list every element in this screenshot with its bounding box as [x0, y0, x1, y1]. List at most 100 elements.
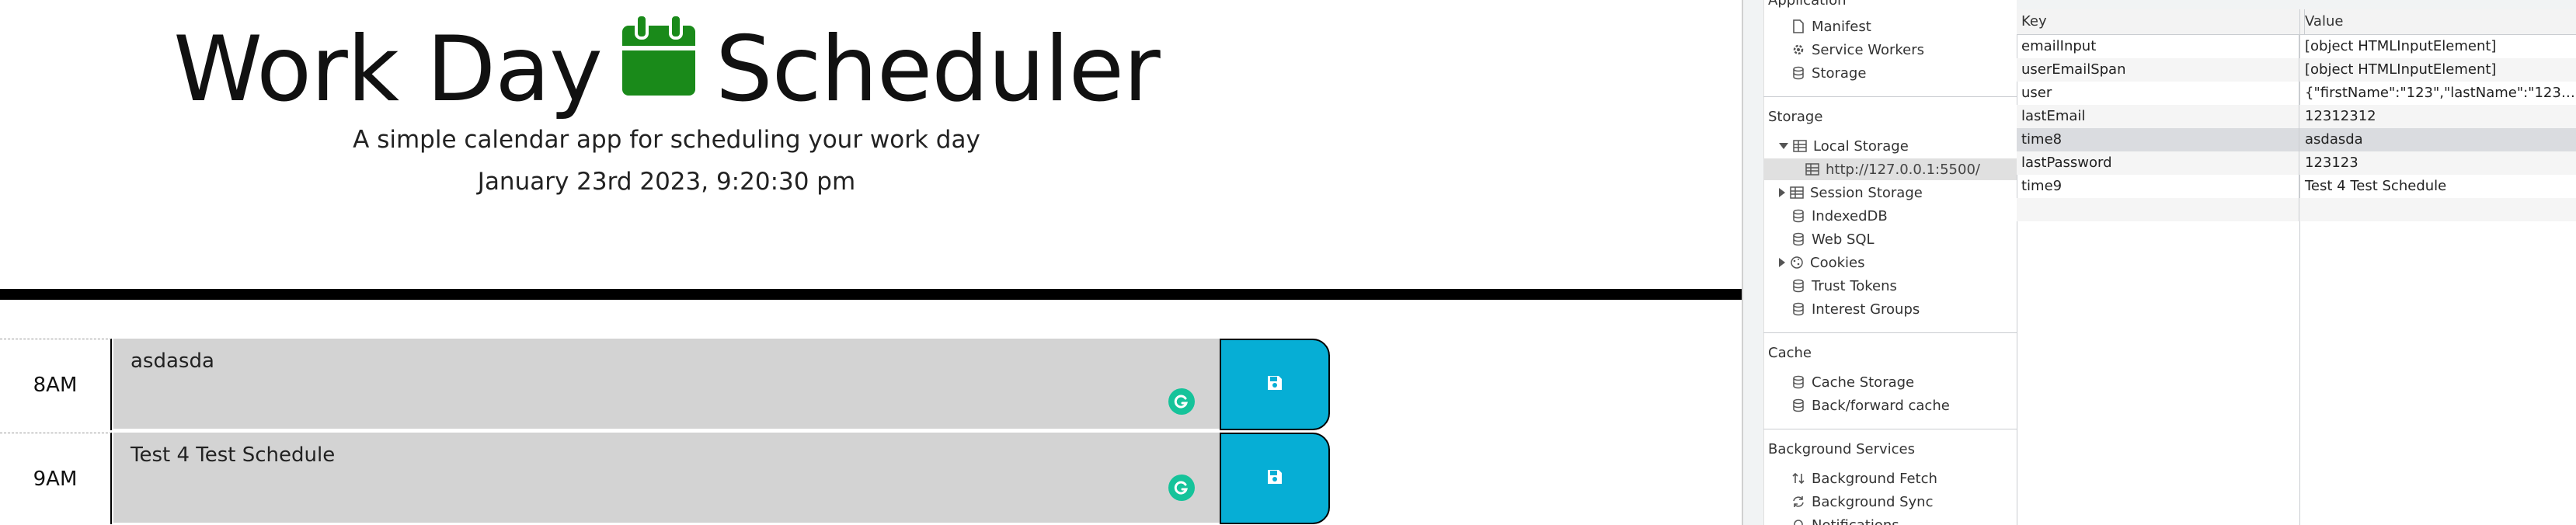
expand-arrow-icon[interactable] [1779, 143, 1788, 149]
expand-arrow-icon[interactable] [1779, 188, 1785, 197]
up-down-arrows-icon [1791, 471, 1805, 485]
sidebar-item-label: Session Storage [1810, 184, 1923, 201]
section-header-cache: Cache [1768, 345, 1812, 361]
table-row[interactable]: emailInput [object HTMLInputElement] [2017, 35, 2576, 58]
sidebar-item-cookies[interactable]: Cookies [1779, 252, 1864, 273]
sidebar-item-label: http://127.0.0.1:5500/ [1826, 161, 1980, 178]
sidebar-item-background-sync[interactable]: Background Sync [1791, 491, 1934, 513]
section-divider [1763, 332, 2017, 333]
sidebar-item-label: Interest Groups [1812, 301, 1920, 318]
current-date: January 23rd 2023, 9:20:30 pm [477, 168, 856, 196]
table-row-selected[interactable]: time8 asdasda [2017, 128, 2576, 151]
sidebar-item-cache-storage[interactable]: Cache Storage [1791, 371, 1914, 393]
database-icon [1791, 66, 1805, 80]
table-icon [1793, 139, 1807, 153]
description-text: asdasda [131, 349, 214, 373]
sidebar-item-background-fetch[interactable]: Background Fetch [1791, 468, 1937, 489]
table-row[interactable]: lastEmail 12312312 [2017, 105, 2576, 128]
table-icon [1790, 186, 1804, 200]
scheduler-page: Work Day Scheduler A simple calendar app… [0, 12, 1742, 524]
description-text: Test 4 Test Schedule [131, 443, 336, 467]
sidebar-item-label: Web SQL [1812, 231, 1875, 248]
sidebar-item-service-workers[interactable]: Service Workers [1791, 39, 1924, 61]
expand-arrow-icon[interactable] [1779, 258, 1785, 267]
sidebar-item-label: Manifest [1812, 18, 1871, 35]
column-header-key[interactable]: Key [2017, 9, 2305, 34]
section-header-application: Application [1768, 0, 1847, 9]
description-textarea[interactable]: Test 4 Test Schedule [113, 433, 1220, 524]
row-value: {"firstName":"123","lastName":"123","ema… [2305, 85, 2576, 101]
grammarly-icon[interactable] [1168, 388, 1195, 415]
calendar-icon [621, 12, 695, 117]
row-key: time9 [2017, 175, 2299, 198]
save-button[interactable] [1220, 339, 1330, 430]
title-right: Scheduler [715, 17, 1161, 122]
sidebar-item-label: Back/forward cache [1812, 397, 1950, 414]
header-divider [0, 289, 1742, 300]
database-icon [1791, 375, 1805, 389]
grammarly-icon[interactable] [1168, 475, 1195, 501]
title-left: Work Day [173, 17, 603, 122]
table-row[interactable]: time9 Test 4 Test Schedule [2017, 175, 2576, 198]
database-icon [1791, 398, 1805, 412]
sidebar-item-label: Local Storage [1813, 137, 1909, 155]
sidebar-item-label: Cookies [1810, 254, 1865, 271]
row-key: time8 [2017, 128, 2299, 151]
sidebar-item-label: IndexedDB [1812, 207, 1888, 224]
table-row[interactable]: userEmailSpan [object HTMLInputElement] [2017, 58, 2576, 82]
row-value: 12312312 [2305, 108, 2376, 124]
sidebar-item-interest-groups[interactable]: Interest Groups [1791, 298, 1920, 320]
sidebar-item-back-forward-cache[interactable]: Back/forward cache [1791, 395, 1950, 416]
row-value: [object HTMLInputElement] [2305, 38, 2497, 54]
row-key: user [2017, 82, 2299, 105]
database-icon [1791, 232, 1805, 246]
page-title: Work Day Scheduler [0, 12, 1333, 128]
hour-label: 8AM [0, 339, 112, 430]
sidebar-item-local-storage-origin[interactable]: http://127.0.0.1:5500/ [1763, 158, 2017, 180]
section-header-storage: Storage [1768, 109, 1823, 125]
row-key: lastPassword [2017, 151, 2299, 175]
save-floppy-icon [1266, 468, 1283, 489]
time-block-8am: 8AM asdasda [0, 339, 1333, 430]
row-key [2017, 198, 2299, 221]
sidebar-item-web-sql[interactable]: Web SQL [1791, 228, 1875, 250]
table-row[interactable]: lastPassword 123123 [2017, 151, 2576, 175]
sidebar-item-storage[interactable]: Storage [1791, 62, 1866, 84]
sidebar-item-indexeddb[interactable]: IndexedDB [1791, 205, 1888, 227]
bell-icon [1791, 518, 1805, 525]
sidebar-item-trust-tokens[interactable]: Trust Tokens [1791, 275, 1897, 297]
sidebar-item-label: Background Fetch [1812, 470, 1937, 487]
lead-text: A simple calendar app for scheduling you… [353, 126, 980, 154]
sync-icon [1791, 495, 1805, 509]
devtools-panel: Application Manifest Service Workers Sto… [1742, 0, 2576, 525]
row-key: emailInput [2017, 35, 2299, 58]
cookie-icon [1790, 256, 1804, 269]
section-divider [1763, 96, 2017, 97]
sidebar-item-session-storage[interactable]: Session Storage [1779, 182, 1923, 203]
column-divider[interactable] [2299, 9, 2300, 525]
row-value: Test 4 Test Schedule [2305, 178, 2447, 194]
hour-label: 9AM [0, 433, 112, 524]
database-icon [1791, 302, 1805, 316]
table-row[interactable]: user {"firstName":"123","lastName":"123"… [2017, 82, 2576, 105]
table-icon [1805, 162, 1819, 176]
row-value: [object HTMLInputElement] [2305, 61, 2497, 78]
description-textarea[interactable]: asdasda [113, 339, 1220, 430]
row-value: 123123 [2305, 155, 2358, 171]
devtools-gutter [1743, 0, 1764, 525]
sidebar-item-label: Background Sync [1812, 493, 1934, 510]
column-header-value[interactable]: Value [2305, 13, 2344, 30]
database-icon [1791, 279, 1805, 293]
table-row-empty[interactable] [2017, 198, 2576, 221]
sidebar-item-label: Trust Tokens [1812, 277, 1897, 294]
sidebar-item-manifest[interactable]: Manifest [1791, 16, 1871, 37]
time-block-9am: 9AM Test 4 Test Schedule [0, 433, 1333, 524]
file-icon [1791, 19, 1805, 33]
sidebar-item-notifications[interactable]: Notifications [1791, 514, 1899, 525]
sidebar-item-local-storage[interactable]: Local Storage [1779, 135, 1909, 157]
database-icon [1791, 209, 1805, 223]
save-floppy-icon [1266, 374, 1283, 395]
storage-key-value-table: Key Value emailInput [object HTMLInputEl… [2017, 0, 2576, 525]
save-button[interactable] [1220, 433, 1330, 524]
sidebar-item-label: Storage [1812, 64, 1867, 82]
